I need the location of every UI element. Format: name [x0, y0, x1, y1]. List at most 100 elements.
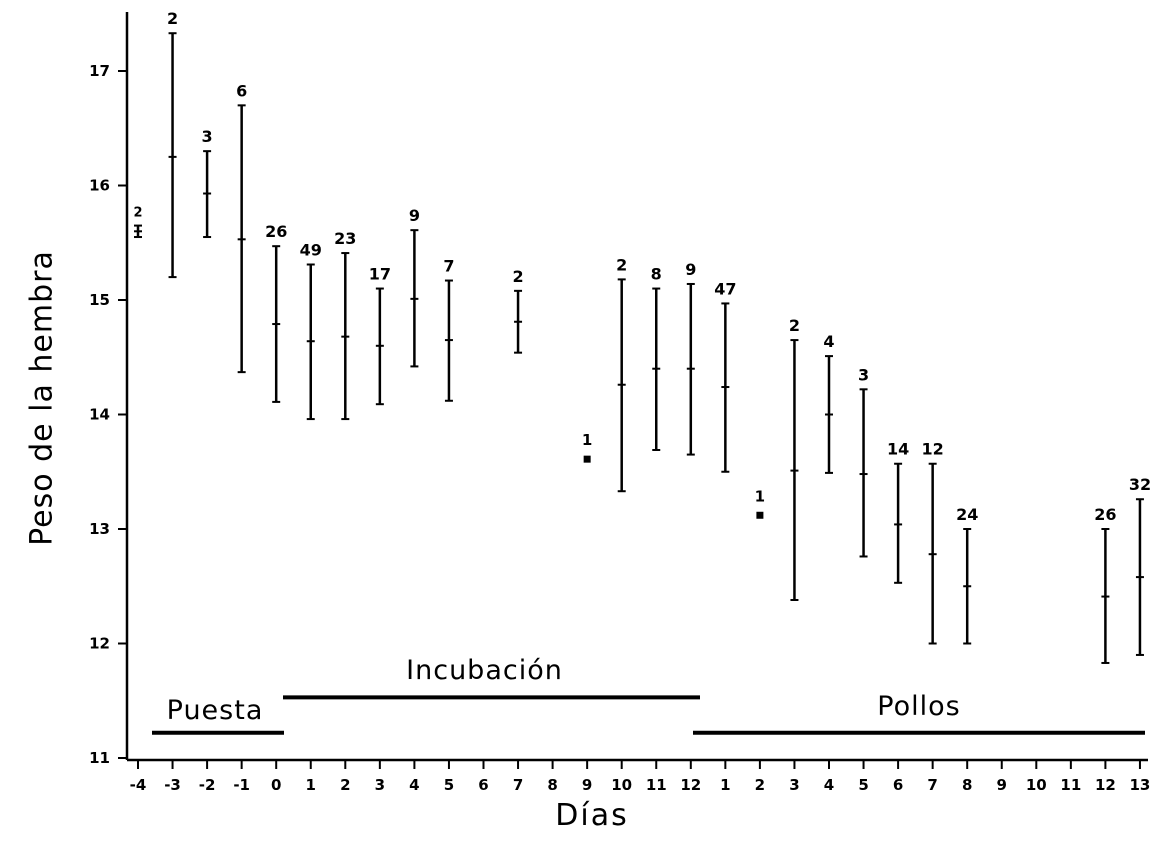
y-tick-label: 17: [89, 62, 110, 80]
axes: [125, 12, 1148, 762]
error-bar-point: 26: [1094, 505, 1117, 664]
error-bar-point: 2: [789, 316, 800, 601]
y-tick-label: 16: [89, 177, 110, 195]
phase-lines: [152, 695, 1145, 735]
x-tick-label: 12: [1095, 776, 1116, 794]
x-tick-label: 10: [611, 776, 632, 794]
x-tick-label: 5: [444, 776, 454, 794]
error-bar-point: 49: [300, 241, 322, 421]
x-tick-label: 8: [547, 776, 557, 794]
error-bar-point: 1: [582, 431, 592, 463]
error-bar-point: 17: [369, 265, 391, 406]
error-bar-point: 3: [202, 127, 213, 239]
sample-size-label: 3: [858, 365, 869, 384]
x-tick-label: 11: [646, 776, 667, 794]
phase-label: Puesta: [166, 694, 264, 726]
error-bar-point: 7: [443, 257, 455, 402]
x-axis-ticks: -4 -3 -2 -1 0 1 2 3 4 5 6 7 8 9 10 11 12 1 2 3 4 5 6 7 8 9 10 11 12 1…: [130, 760, 1151, 794]
sample-size-label: 47: [714, 279, 736, 298]
phase-label: Pollos: [877, 690, 961, 722]
x-tick-label: 2: [340, 776, 350, 794]
x-tick-label: -1: [233, 776, 250, 794]
error-bar-point: 26: [265, 222, 287, 403]
x-tick-label: 12: [680, 776, 701, 794]
y-axis-ticks: 11 12 13 14 15 16 17: [89, 62, 127, 767]
sample-size-label: 49: [300, 241, 322, 260]
error-bar-point: 24: [956, 505, 978, 645]
x-tick-label: 4: [409, 776, 419, 794]
x-tick-label: -3: [164, 776, 181, 794]
sample-size-label: 1: [582, 431, 592, 449]
x-tick-label: 3: [789, 776, 799, 794]
sample-size-label: 8: [651, 265, 662, 284]
sample-size-label: 9: [409, 206, 420, 225]
sample-size-label: 4: [823, 332, 834, 351]
mean-marker-square: [583, 455, 591, 463]
sample-size-label: 2: [167, 9, 178, 28]
x-tick-label: -2: [199, 776, 216, 794]
error-bar-point: 2: [167, 9, 178, 279]
error-bar-point: 4: [823, 332, 835, 474]
sample-size-label: 12: [922, 440, 944, 459]
sample-size-label: 2: [133, 206, 142, 221]
sample-size-label: 2: [616, 255, 627, 274]
mean-marker-square: [756, 511, 764, 519]
x-tick-label: 2: [755, 776, 765, 794]
y-tick-label: 15: [89, 291, 110, 309]
error-bar-point: 3: [858, 365, 869, 558]
phase-label: Incubación: [406, 655, 563, 687]
x-tick-label: 7: [927, 776, 937, 794]
error-bar-point: 23: [334, 229, 356, 421]
x-tick-label: 1: [720, 776, 730, 794]
error-bar-point: 12: [922, 440, 944, 645]
sample-size-label: 1: [755, 487, 765, 505]
error-bar-point: 14: [887, 440, 909, 584]
x-tick-label: 7: [513, 776, 523, 794]
sample-size-label: 26: [1094, 505, 1116, 524]
error-bar-point: 47: [714, 279, 736, 473]
error-bar-point: 9: [685, 260, 696, 456]
error-bar-point: 1: [755, 487, 765, 519]
x-tick-label: 9: [997, 776, 1007, 794]
sample-size-label: 9: [685, 260, 696, 279]
x-tick-label: 6: [478, 776, 488, 794]
x-tick-label: 9: [582, 776, 592, 794]
error-bar-point: 2: [133, 206, 143, 239]
sample-size-label: 23: [334, 229, 356, 248]
sample-size-label: 2: [789, 316, 800, 335]
sample-size-label: 17: [369, 265, 391, 284]
x-tick-label: 1: [306, 776, 316, 794]
x-tick-label: 10: [1026, 776, 1047, 794]
sample-size-label: 26: [265, 222, 287, 241]
y-tick-label: 14: [89, 406, 110, 424]
x-tick-label: 13: [1130, 776, 1151, 794]
x-tick-label: 8: [962, 776, 972, 794]
x-tick-label: 0: [271, 776, 281, 794]
sample-size-label: 3: [202, 127, 213, 146]
x-tick-label: 6: [893, 776, 903, 794]
y-axis-label: Peso de la hembra: [24, 250, 60, 546]
error-bar-point: 6: [236, 81, 247, 374]
sample-size-label: 14: [887, 440, 909, 459]
error-bar-point: 9: [409, 206, 420, 368]
y-tick-label: 11: [89, 749, 110, 767]
sample-size-label: 7: [443, 257, 454, 276]
x-tick-label: 5: [858, 776, 868, 794]
x-tick-label: 3: [375, 776, 385, 794]
x-tick-label: 4: [824, 776, 834, 794]
sample-size-label: 24: [956, 505, 978, 524]
y-tick-label: 12: [89, 635, 110, 653]
y-tick-label: 13: [89, 520, 110, 538]
x-tick-label: 11: [1060, 776, 1081, 794]
x-tick-label: -4: [130, 776, 147, 794]
sample-size-label: 2: [512, 267, 523, 286]
sample-size-label: 6: [236, 81, 247, 100]
error-bar-point: 2: [512, 267, 524, 354]
x-axis-label: Días: [555, 798, 629, 833]
error-bar-point: 8: [651, 265, 662, 451]
sample-size-label: 32: [1129, 475, 1151, 494]
error-bar-point: 32: [1129, 475, 1151, 656]
error-bar-point: 2: [616, 255, 627, 493]
